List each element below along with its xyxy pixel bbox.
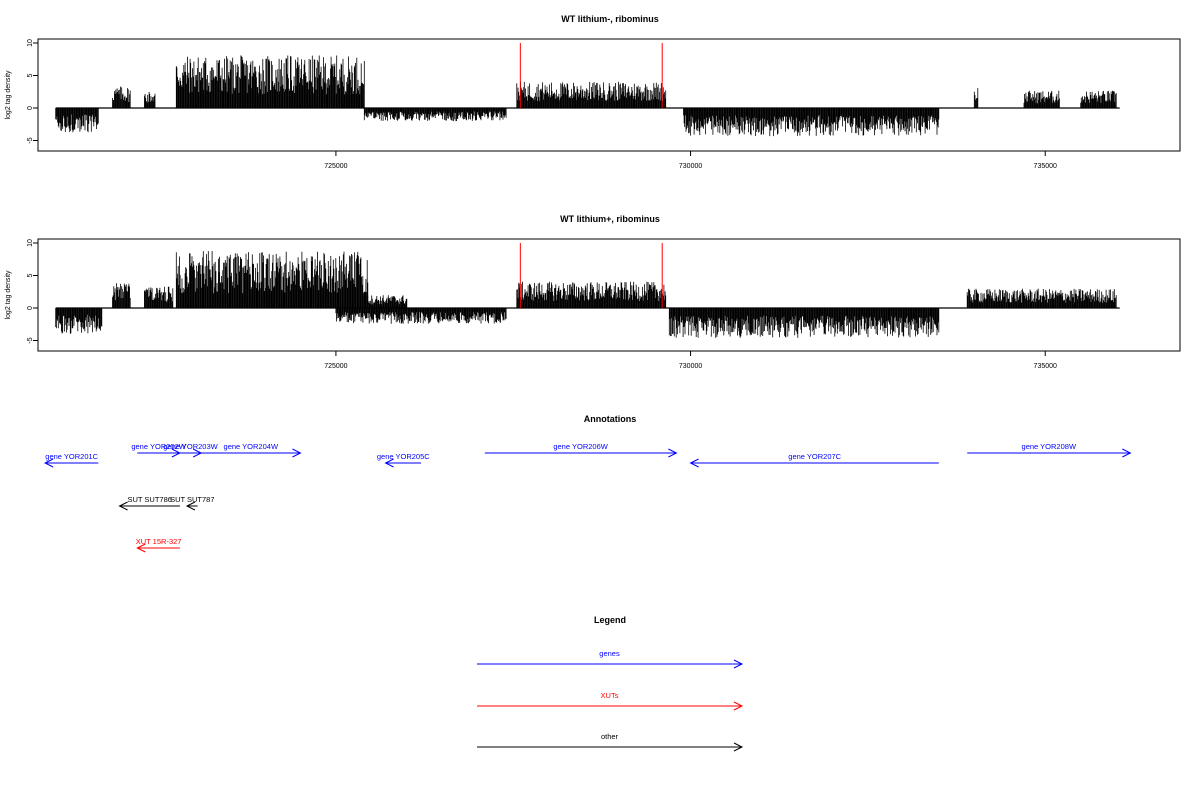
y-tick-label: 5: [27, 273, 34, 277]
feature-label: XUT 15R-327: [136, 537, 182, 546]
feature-arrow-arrowhead: [668, 448, 678, 458]
y-tick-label: -5: [27, 337, 34, 343]
feature-label: gene YOR201C: [45, 452, 98, 461]
y-axis-label: log2 tag density: [5, 70, 12, 120]
y-axis: -5 0 5 10: [27, 239, 38, 344]
feature-arrow-arrowhead: [118, 501, 128, 511]
feature-arrow-arrowhead: [136, 543, 146, 553]
x-tick-label: 730000: [679, 163, 702, 170]
y-tick-label: -5: [27, 137, 34, 143]
track-panel-lithium-plus: WT lithium+, ribominus 725000 730000 73500…: [5, 214, 1181, 370]
feature-arrow-arrowhead: [43, 458, 54, 468]
feature-arrow-arrowhead: [689, 458, 699, 468]
feature-label: gene YOR208W: [1022, 442, 1077, 451]
annotations-title: Annotations: [584, 414, 637, 424]
feature-label: gene YOR207C: [788, 452, 841, 461]
panel-title: WT lithium+, ribominus: [560, 214, 660, 224]
x-axis: 725000 730000 735000: [324, 151, 1057, 170]
x-tick-label: 730000: [679, 363, 702, 370]
x-axis: 725000 730000 735000: [324, 351, 1057, 370]
y-tick-label: 10: [27, 39, 34, 47]
feature-label: SUT SUT786: [127, 495, 171, 504]
feature-arrow-arrowhead: [292, 448, 302, 458]
legend-arrowhead: [733, 742, 744, 752]
x-tick-label: 725000: [324, 163, 347, 170]
legend-label: genes: [599, 649, 620, 658]
signal-bars: [55, 251, 1120, 338]
x-tick-label: 725000: [324, 363, 347, 370]
feature-label: gene YOR206W: [553, 442, 608, 451]
y-tick-label: 0: [27, 306, 34, 310]
feature-label: gene YOR205C: [377, 452, 430, 461]
plot-frame: [37, 238, 1181, 352]
x-tick-label: 735000: [1034, 363, 1057, 370]
feature-label: gene YOR204W: [224, 442, 279, 451]
panel-title: WT lithium-, ribominus: [561, 14, 659, 24]
legend-items: genes XUTs other: [477, 649, 744, 752]
red-markers: [519, 243, 663, 308]
y-tick-label: 0: [27, 106, 34, 110]
legend: Legend genes XUTs other: [477, 615, 744, 752]
legend-arrowhead: [733, 701, 744, 711]
feature-arrow-arrowhead: [1122, 448, 1132, 458]
signal-bars: [55, 55, 1120, 137]
track-panel-lithium-minus: WT lithium-, ribominus 725000 730000 73500…: [5, 14, 1181, 170]
y-axis: -5 0 5 10: [27, 39, 38, 144]
plot-frame: [37, 38, 1181, 152]
legend-arrowhead: [733, 659, 744, 669]
x-tick-label: 735000: [1034, 163, 1057, 170]
feature-label: SUT SUT787: [170, 495, 214, 504]
y-tick-label: 5: [27, 73, 34, 77]
feature-label: gene YOR202W: [131, 442, 186, 451]
feature-arrow-arrowhead: [384, 458, 394, 468]
legend-label: XUTs: [601, 691, 619, 700]
red-markers: [519, 43, 663, 108]
legend-title: Legend: [594, 615, 626, 625]
y-axis-label: log2 tag density: [5, 270, 12, 320]
legend-label: other: [601, 732, 619, 741]
feature-label: gene YOR203W: [163, 442, 218, 451]
feature-arrow-arrowhead: [185, 501, 196, 511]
y-tick-label: 10: [27, 239, 34, 247]
